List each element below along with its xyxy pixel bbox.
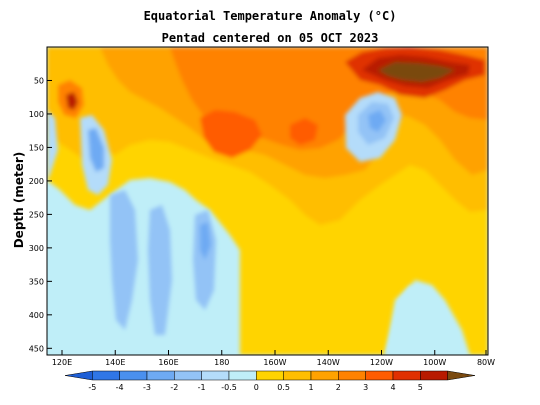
y-tick-label: 100 xyxy=(29,110,44,119)
colorbar-swatch xyxy=(64,370,93,381)
x-tick-label: 120W xyxy=(370,358,393,367)
colorbar-swatch xyxy=(338,370,366,381)
colorbar-swatch xyxy=(228,370,257,381)
colorbar: -5 -4 -3 -2 -1 -0.5 0 0.5 1 2 3 4 5 xyxy=(64,370,476,392)
cool-east-inner xyxy=(368,110,386,132)
colorbar-tick-label: -4 xyxy=(116,383,124,392)
y-tick-label: 350 xyxy=(29,277,44,286)
y-axis: 50 100 150 200 250 300 350 400 450 xyxy=(29,76,52,353)
colorbar-swatch xyxy=(256,370,284,381)
colorbar-tick-label: -3 xyxy=(143,383,151,392)
plot-frame xyxy=(46,46,489,356)
cool-column-d xyxy=(193,210,216,310)
y-tick-label: 150 xyxy=(29,143,44,152)
cool-column-c xyxy=(148,205,172,335)
colorbar-tick-label: 0 xyxy=(254,383,259,392)
colorbar-tick-label: 2 xyxy=(336,383,341,392)
x-tick-label: 160E xyxy=(158,358,178,367)
x-tick-label: 80W xyxy=(477,358,495,367)
anomaly-field xyxy=(47,47,488,355)
colorbar-swatch xyxy=(201,370,230,381)
x-axis: 120E 140E 160E 180 160W 140W 120W 100W 80W xyxy=(52,350,495,367)
colorbar-tick-label: 0.5 xyxy=(277,383,290,392)
x-tick-label: 100W xyxy=(423,358,446,367)
colorbar-swatch xyxy=(447,370,476,381)
x-tick-label: 140E xyxy=(105,358,125,367)
colorbar-tick-label: -5 xyxy=(88,383,96,392)
cool-left-edge xyxy=(47,110,58,180)
colorbar-swatch xyxy=(119,370,148,381)
chart-title: Equatorial Temperature Anomaly (°C) xyxy=(144,9,397,23)
warm-core-4b xyxy=(290,118,318,145)
colorbar-tick-label: 3 xyxy=(363,383,368,392)
colorbar-swatch xyxy=(420,370,448,381)
x-tick-label: 180 xyxy=(214,358,229,367)
cool-column-d-core xyxy=(200,222,211,260)
colorbar-swatch xyxy=(283,370,312,381)
colorbar-swatch xyxy=(392,370,421,381)
colorbar-swatch xyxy=(92,370,120,381)
hot-core xyxy=(378,62,455,82)
y-tick-label: 250 xyxy=(29,210,44,219)
warm-left-core xyxy=(66,92,78,110)
colorbar-tick-label: 4 xyxy=(390,383,395,392)
y-tick-label: 450 xyxy=(29,344,44,353)
colorbar-tick-label: -1 xyxy=(198,383,206,392)
colorbar-tick-label: 1 xyxy=(308,383,313,392)
cool-column-a-core xyxy=(88,128,104,172)
y-tick-label: 400 xyxy=(29,311,44,320)
x-tick-label: 160W xyxy=(263,358,286,367)
x-tick-label: 140W xyxy=(317,358,340,367)
warm-core-4 xyxy=(200,110,262,158)
colorbar-tick-label: -0.5 xyxy=(221,383,237,392)
colorbar-tick-label: 5 xyxy=(418,383,423,392)
y-tick-label: 300 xyxy=(29,244,44,253)
x-tick-label: 120E xyxy=(52,358,72,367)
colorbar-swatch xyxy=(174,370,202,381)
chart-subtitle: Pentad centered on 05 OCT 2023 xyxy=(162,31,379,45)
colorbar-tick-label: -2 xyxy=(170,383,178,392)
y-axis-label: Depth (meter) xyxy=(12,152,26,249)
y-tick-label: 50 xyxy=(34,76,44,85)
cool-east-deep xyxy=(385,285,460,355)
colorbar-swatch xyxy=(146,370,175,381)
cool-column-b xyxy=(110,190,138,330)
colorbar-swatch xyxy=(310,370,339,381)
y-tick-label: 200 xyxy=(29,177,44,186)
colorbar-swatch xyxy=(365,370,394,381)
